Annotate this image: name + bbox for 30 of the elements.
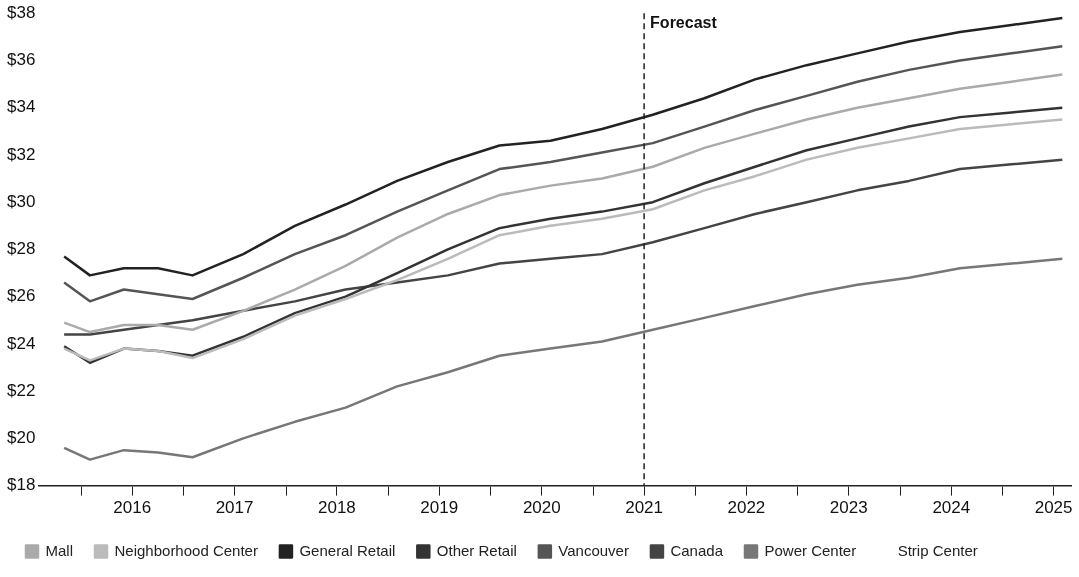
legend-label: Power Center [764,541,857,559]
ref-line-label: Forecast [650,13,718,31]
x-tick-label: 2017 [215,498,254,518]
x-tick-label: 2016 [113,498,152,518]
y-tick-label: $24 [6,333,36,353]
text: Strip Center [897,541,978,559]
y-tick-label: $30 [6,191,36,211]
y-tick-label: $28 [6,239,36,259]
legend-label: Neighborhood Center [114,541,258,559]
legend-label: General Retail [299,541,396,559]
x-tick-label: 2021 [625,498,664,518]
legend-label: Other Retail [436,541,517,559]
x-tick-label: 2018 [317,498,356,518]
y-tick-label: $38 [6,2,36,22]
x-tick-label: 2024 [932,498,971,518]
y-tick-label: $36 [6,50,36,70]
y-tick-label: $20 [6,428,36,448]
legend-label: Mall [45,541,74,559]
y-tick-label: $18 [6,475,36,495]
y-tick-label: $34 [6,97,36,117]
x-tick-label: 2023 [829,498,868,518]
y-tick-label: $22 [6,380,36,400]
x-tick-label: 2019 [420,498,459,518]
x-tick-label: 2022 [727,498,766,518]
legend-label: Vancouver [558,541,629,559]
x-tick-label: 2025 [1034,498,1073,518]
x-tick-label: 2020 [522,498,561,518]
y-tick-label: $26 [6,286,36,306]
legend-label: Canada [670,541,724,559]
y-tick-label: $32 [6,144,36,164]
